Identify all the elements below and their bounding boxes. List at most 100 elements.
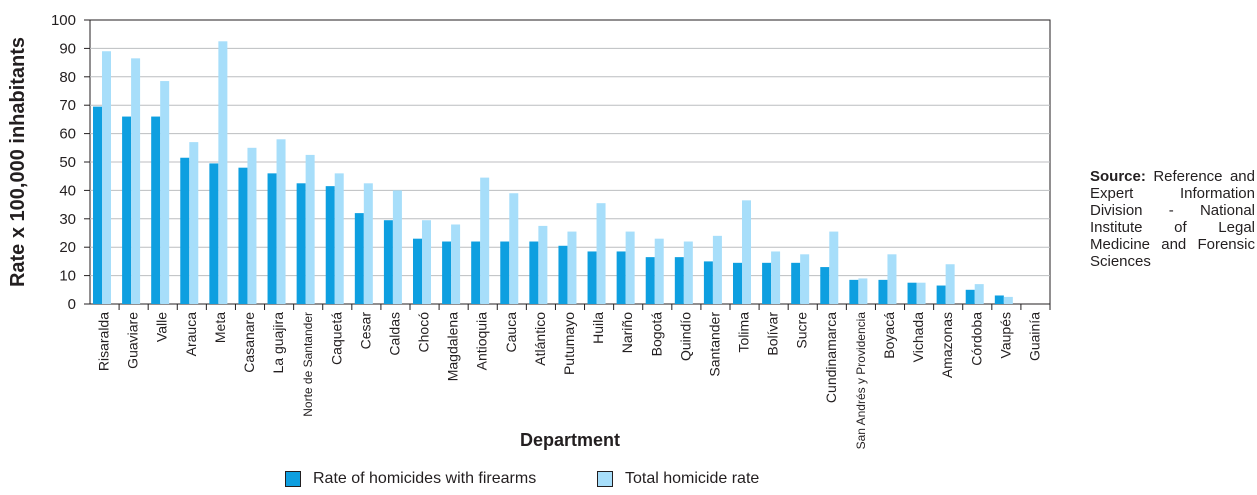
bar-firearms: [965, 289, 975, 304]
bar-total: [858, 278, 868, 304]
bar-firearms: [267, 173, 277, 304]
bar-firearms: [878, 279, 888, 304]
x-tick-label: Nariño: [619, 312, 635, 353]
x-tick-label: Huila: [590, 312, 606, 344]
x-tick-label: Arauca: [183, 312, 199, 357]
x-tick-label: Cesar: [357, 312, 373, 350]
bar-total: [509, 193, 519, 304]
bar-firearms: [936, 285, 946, 304]
bar-total: [654, 238, 664, 304]
y-tick-label: 100: [51, 12, 76, 29]
bars: [93, 41, 1013, 305]
bar-firearms: [907, 282, 917, 304]
bar-total: [131, 58, 141, 305]
bar-firearms: [413, 238, 422, 304]
x-tick-label: Putumayo: [561, 312, 577, 375]
bar-total: [742, 200, 751, 304]
x-tick-label: San Andrés y Providencia: [854, 312, 868, 450]
y-tick-label: 30: [59, 211, 76, 228]
x-tick-label: Caldas: [386, 312, 402, 356]
bar-firearms: [180, 157, 190, 304]
bar-total: [974, 284, 984, 304]
x-tick-label: Cauca: [503, 312, 519, 353]
bar-firearms: [587, 251, 597, 304]
bar-firearms: [674, 257, 684, 304]
bar-firearms: [558, 245, 568, 304]
bar-total: [800, 254, 810, 304]
bar-firearms: [238, 167, 248, 304]
source-label: Source:: [1090, 168, 1146, 185]
x-tick-label: Sucre: [794, 312, 810, 349]
source-note: Source: Reference and Expert Information…: [1090, 168, 1255, 270]
x-tick-label: Córdoba: [968, 312, 984, 366]
x-tick-label: Valle: [154, 312, 170, 342]
x-tick-label: Casanare: [241, 312, 257, 373]
x-tick-label: Vaupés: [997, 312, 1013, 358]
legend-item-firearms: Rate of homicides with firearms: [285, 470, 536, 488]
bar-firearms: [616, 251, 626, 304]
bar-firearms: [500, 241, 510, 304]
bar-total: [363, 183, 373, 304]
bar-firearms: [471, 241, 481, 304]
legend-label-firearms: Rate of homicides with firearms: [313, 470, 537, 487]
source-text: Reference and Expert Information Divisio…: [1090, 168, 1255, 270]
bar-total: [916, 282, 926, 304]
bar-total: [829, 231, 839, 304]
x-tick-label: Vichada: [910, 312, 926, 363]
x-tick-label: Norte de Santander: [301, 312, 315, 417]
legend-swatch-firearms: [285, 471, 301, 487]
bar-total: [712, 235, 722, 304]
x-tick-label: Atlántico: [532, 312, 548, 366]
bar-firearms: [151, 116, 161, 304]
bar-total: [334, 173, 344, 304]
bar-total: [218, 41, 228, 305]
bar-total: [887, 254, 897, 304]
y-tick-label: 20: [59, 239, 76, 256]
y-axis-label: Rate x 100,000 inhabitants: [7, 37, 29, 287]
y-tick-label: 0: [68, 296, 76, 313]
bar-firearms: [442, 241, 452, 304]
bar-total: [422, 220, 431, 304]
legend-item-total: Total homicide rate: [597, 470, 759, 488]
bar-firearms: [762, 262, 772, 304]
bar-total: [480, 177, 490, 304]
x-tick-label: Bolívar: [765, 312, 781, 356]
x-tick-label: Tolima: [736, 312, 752, 353]
bar-total: [160, 81, 170, 304]
bar-total: [247, 147, 257, 304]
bar-total: [945, 264, 955, 304]
x-tick-label: Quindío: [677, 312, 693, 361]
x-tick-label: Amazonas: [939, 312, 955, 378]
x-tick-label: Bogotá: [648, 312, 664, 357]
bar-firearms: [733, 262, 742, 304]
x-tick-label: Meta: [212, 312, 228, 343]
y-tick-label: 60: [59, 126, 76, 143]
y-tick-label: 90: [59, 40, 76, 57]
bar-total: [567, 231, 577, 304]
x-tick-label: Guaviare: [125, 312, 141, 369]
bar-firearms: [325, 186, 335, 304]
bar-firearms: [820, 267, 830, 304]
y-tick-label: 70: [59, 97, 76, 114]
bar-firearms: [849, 279, 859, 304]
x-tick-label: Antioquia: [474, 312, 490, 371]
y-tick-label: 40: [59, 182, 76, 199]
bar-firearms: [703, 261, 713, 304]
bar-total: [771, 251, 781, 304]
bar-firearms: [791, 262, 801, 304]
x-tick-label: Guainía: [1026, 312, 1042, 361]
bar-total: [625, 231, 635, 304]
y-tick-label: 10: [59, 268, 76, 285]
x-tick-label: Risaralda: [96, 312, 112, 371]
bar-total: [683, 241, 693, 304]
y-tick-label: 50: [59, 154, 76, 171]
x-axis-ticks: Risaralda Guaviare Valle Arauca Meta Casanare…: [96, 304, 1051, 450]
bar-total: [596, 203, 606, 304]
y-tick-label: 80: [59, 69, 76, 86]
bar-firearms: [122, 116, 132, 304]
legend-swatch-total: [597, 471, 613, 487]
x-tick-label: Chocó: [416, 312, 432, 353]
bar-total: [276, 139, 286, 304]
x-tick-label: La guajira: [270, 312, 286, 374]
